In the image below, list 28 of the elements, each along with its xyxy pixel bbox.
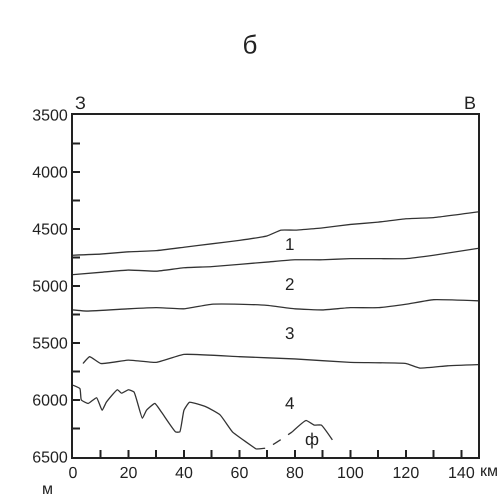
annotation: 3	[285, 324, 294, 343]
y-tick-label: 5000	[32, 278, 68, 296]
line-series	[73, 211, 478, 256]
x-tick-label: 0	[68, 465, 78, 482]
annotation: 2	[285, 275, 294, 294]
y-tick-label: 5500	[32, 336, 68, 353]
text: В	[464, 93, 476, 113]
y-tick-label: 6500	[32, 450, 68, 467]
x-tick-label: 40	[175, 465, 193, 482]
line-series	[82, 354, 478, 369]
x-tick-label: 100	[337, 465, 364, 482]
x-axis-title: км	[480, 463, 498, 480]
chart-title: б	[242, 29, 258, 60]
line-series	[73, 298, 478, 312]
y-tick-label: 6000	[32, 392, 68, 410]
y-tick-label: 3500	[32, 108, 68, 125]
y-tick-label: 4500	[32, 222, 68, 239]
x-tick-label: 80	[286, 465, 304, 482]
text: З	[75, 93, 86, 113]
x-tick-label: 20	[120, 465, 138, 482]
x-tick-label: 60	[230, 465, 248, 482]
x-tick-label: 140	[448, 465, 475, 482]
x-tick-label: 120	[392, 465, 420, 482]
annotation: ф	[305, 430, 319, 449]
y-tick-label: 4000	[32, 164, 68, 182]
y-axis-title: м	[42, 481, 53, 498]
annotation: 1	[285, 235, 294, 254]
annotation: 4	[285, 394, 294, 413]
